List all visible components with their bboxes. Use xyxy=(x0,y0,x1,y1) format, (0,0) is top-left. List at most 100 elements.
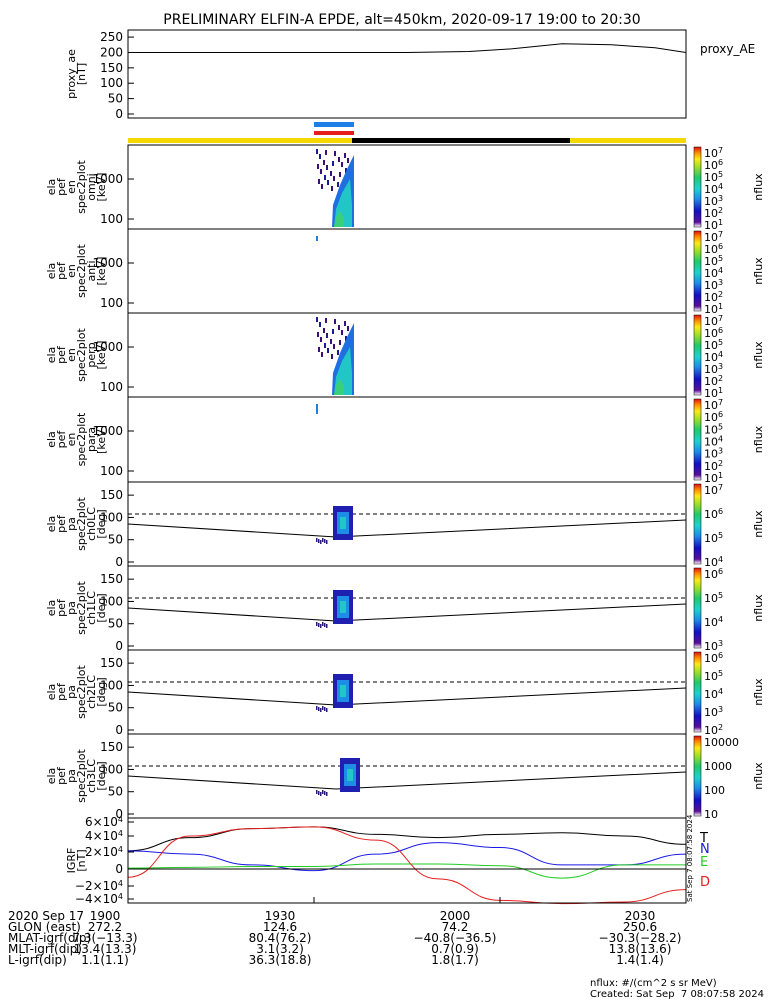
pixel xyxy=(326,792,328,796)
ytick-label: 150 xyxy=(100,61,123,75)
pixel xyxy=(319,322,321,327)
ylabel-ch2: pa xyxy=(65,685,78,699)
colorbar-tick: 103 xyxy=(704,447,723,461)
ytick-label: 150 xyxy=(100,740,123,754)
legend-igrf-E: E xyxy=(700,855,708,870)
footer-row-label: MLAT-igrf(dip) xyxy=(8,931,92,945)
pixel xyxy=(345,168,347,173)
legend-igrf-T: T xyxy=(699,831,708,846)
colorbar-label: nflux xyxy=(752,510,765,538)
footer-row-label: MLT-igrf(dip) xyxy=(8,942,82,956)
ylabel-omni: ela xyxy=(45,179,58,196)
pixel xyxy=(318,179,320,184)
ylabel-ch2: ela xyxy=(45,684,58,701)
ylabel-omni: [keV] xyxy=(95,173,108,202)
colorbar-tick: 1000 xyxy=(704,760,732,773)
colorbar-tick: 103 xyxy=(704,278,723,292)
ytick-label: 100 xyxy=(100,212,123,226)
colorbar-label: nflux xyxy=(752,762,765,790)
ylabel-ch3: [deg] xyxy=(95,761,108,790)
pixel xyxy=(320,708,322,712)
pixel xyxy=(320,792,322,796)
colorbar-tick: 105 xyxy=(704,531,723,545)
footer-cell: 74.2 xyxy=(441,920,469,934)
ylabel-omni: spec2plot xyxy=(75,160,88,214)
pixel xyxy=(326,708,328,712)
colorbar-tick: 102 xyxy=(704,459,723,473)
footer-units-note: nflux: #/(cm^2 s sr MeV) xyxy=(590,978,717,989)
pixel xyxy=(333,176,335,181)
colorbar-tick: 10000 xyxy=(704,736,739,749)
footer-cell: −40.8(−36.5) xyxy=(413,931,497,945)
footer-cell: 0.7(0.9) xyxy=(431,942,479,956)
ylabel-ch2: ch2LC xyxy=(85,675,98,709)
ylabel-ch0: ela xyxy=(45,516,58,533)
pixel xyxy=(327,180,329,185)
pixel xyxy=(345,336,347,341)
ylabel-ae: proxy_ae xyxy=(65,49,78,99)
pixel xyxy=(320,337,322,342)
ylabel-ae: [nT] xyxy=(75,63,88,85)
pixel xyxy=(316,706,318,710)
ylabel-ch0: ch0LC xyxy=(85,507,98,541)
ytick-label: 1000 xyxy=(92,172,123,186)
pixel xyxy=(347,158,349,163)
pixel xyxy=(347,326,349,331)
panel-perp: elapefenspec2plotperp[keV]10001001071061… xyxy=(45,314,765,400)
colorbar-tick: 106 xyxy=(704,158,723,172)
colorbar-tick: 106 xyxy=(704,326,723,340)
pixel xyxy=(324,707,326,711)
colorbar-tick: 107 xyxy=(704,230,723,244)
ytick-label: 50 xyxy=(108,92,123,106)
pixel xyxy=(320,169,322,174)
ylabel-igrf: [nT] xyxy=(75,849,88,871)
colorbar-ch2 xyxy=(693,651,702,733)
ylabel-ch0: spec2plot xyxy=(75,497,88,551)
colorbar-tick: 107 xyxy=(704,146,723,160)
colorbar-tick: 106 xyxy=(704,410,723,424)
pixel xyxy=(339,172,341,177)
ylabel-anti: ela xyxy=(45,263,58,280)
footer-row-label: GLON (east) xyxy=(8,920,81,934)
loss-cone-solid xyxy=(127,771,687,790)
spectrogram-peak xyxy=(334,211,344,227)
series-igrf-N xyxy=(127,842,687,872)
pixel xyxy=(327,348,329,353)
colorbar-tick: 101 xyxy=(704,386,723,400)
ylabel-perp: [keV] xyxy=(95,341,108,370)
loss-cone-solid xyxy=(127,687,687,706)
pixel xyxy=(318,707,320,711)
ylabel-ch0: pa xyxy=(65,517,78,531)
pa-ch0 xyxy=(127,506,687,544)
ylabel-perp: perp xyxy=(85,342,98,367)
ytick-label: 150 xyxy=(100,656,123,670)
colorbar-tick: 104 xyxy=(704,350,723,364)
colorbar-label: nflux xyxy=(752,425,765,453)
ytick-label: 50 xyxy=(108,785,123,799)
series-igrf-E xyxy=(127,863,686,879)
pixel xyxy=(326,165,328,170)
colorbar-tick: 104 xyxy=(704,266,723,280)
colorbar-tick: 107 xyxy=(704,483,723,497)
pixel xyxy=(324,539,326,543)
ytick-label: 100 xyxy=(100,296,123,310)
pixel xyxy=(316,236,318,241)
colorbar-tick: 106 xyxy=(704,242,723,256)
colorbar-tick: 105 xyxy=(704,170,723,184)
ytick-label: 0 xyxy=(115,107,123,121)
pixel xyxy=(334,151,336,156)
pixel xyxy=(318,347,320,352)
ytick-label: 2×104 xyxy=(85,845,123,859)
footer-cell: 2000 xyxy=(439,909,471,923)
science-zone-red xyxy=(314,131,354,135)
pixel xyxy=(323,160,325,165)
pixel xyxy=(322,790,324,794)
ylabel-ch0: pef xyxy=(55,514,68,533)
panel-omni: elapefenspec2plotomni[keV]10001001071061… xyxy=(45,146,765,232)
colorbar-tick: 103 xyxy=(704,194,723,208)
footer-cell: 1.1(1.1) xyxy=(81,953,129,967)
footer-cell: 272.2 xyxy=(87,920,123,934)
pixel xyxy=(320,540,322,544)
pixel xyxy=(316,149,318,154)
